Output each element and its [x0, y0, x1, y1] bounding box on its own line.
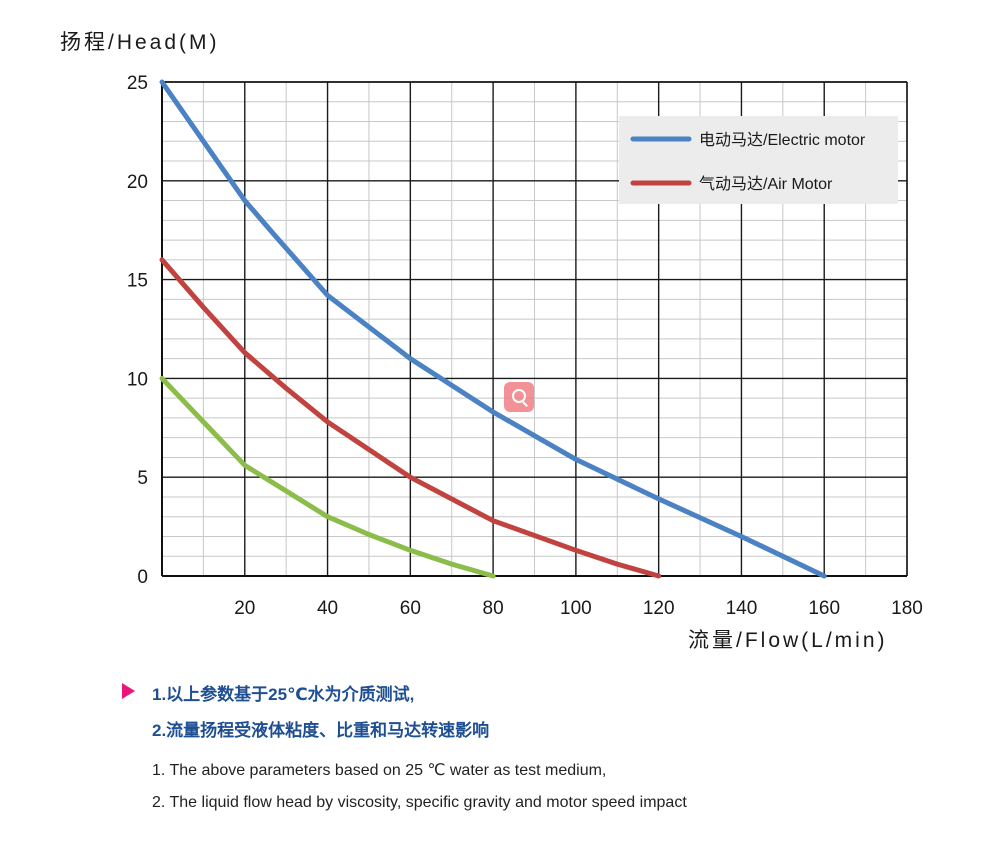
- note-cn-1: 1.以上参数基于25℃水为介质测试,: [152, 685, 415, 704]
- head-flow-chart: 20 40 60 80 100 120 140 160 180 0 5 10 15 20 25 电动马达/E…: [127, 73, 923, 619]
- y-tick-label: 0: [137, 567, 148, 588]
- note-en-1: 1. The above parameters based on 25 ℃ wa…: [152, 762, 607, 779]
- y-tick-label: 25: [127, 73, 148, 94]
- series-line-2: [159, 257, 662, 579]
- note-cn-2: 2.流量扬程受液体粘度、比重和马达转速影响: [152, 721, 490, 740]
- series-line-1: [159, 79, 827, 579]
- tick-labels: 20 40 60 80 100 120 140 160 180 0 5 10 15 20 25: [127, 73, 923, 619]
- legend-label: 电动马达/Electric motor: [699, 131, 866, 149]
- minor-gridlines: [162, 82, 907, 576]
- bullet-arrow-icon: [122, 683, 135, 699]
- legend: 电动马达/Electric motor 气动马达/Air Motor: [619, 116, 898, 204]
- y-tick-label: 5: [137, 468, 148, 489]
- zoom-search-icon[interactable]: [504, 382, 534, 412]
- x-tick-label: 20: [234, 598, 255, 619]
- x-tick-label: 100: [560, 598, 592, 619]
- x-tick-label: 40: [317, 598, 338, 619]
- series-layer: [159, 79, 827, 579]
- y-tick-label: 20: [127, 172, 148, 193]
- note-en-2: 2. The liquid flow head by viscosity, sp…: [152, 794, 687, 811]
- x-axis-title: 流量/Flow(L/min): [688, 629, 888, 652]
- y-tick-label: 15: [127, 271, 148, 292]
- x-tick-label: 120: [643, 598, 675, 619]
- y-axis-title: 扬程/Head(M): [60, 31, 220, 54]
- series-line-3: [159, 375, 496, 579]
- y-tick-label: 10: [127, 369, 148, 390]
- legend-box: [619, 116, 898, 204]
- x-tick-label: 140: [726, 598, 758, 619]
- x-tick-label: 180: [891, 598, 923, 619]
- x-tick-label: 80: [483, 598, 504, 619]
- x-tick-label: 160: [808, 598, 840, 619]
- x-tick-label: 60: [400, 598, 421, 619]
- legend-label: 气动马达/Air Motor: [699, 175, 833, 193]
